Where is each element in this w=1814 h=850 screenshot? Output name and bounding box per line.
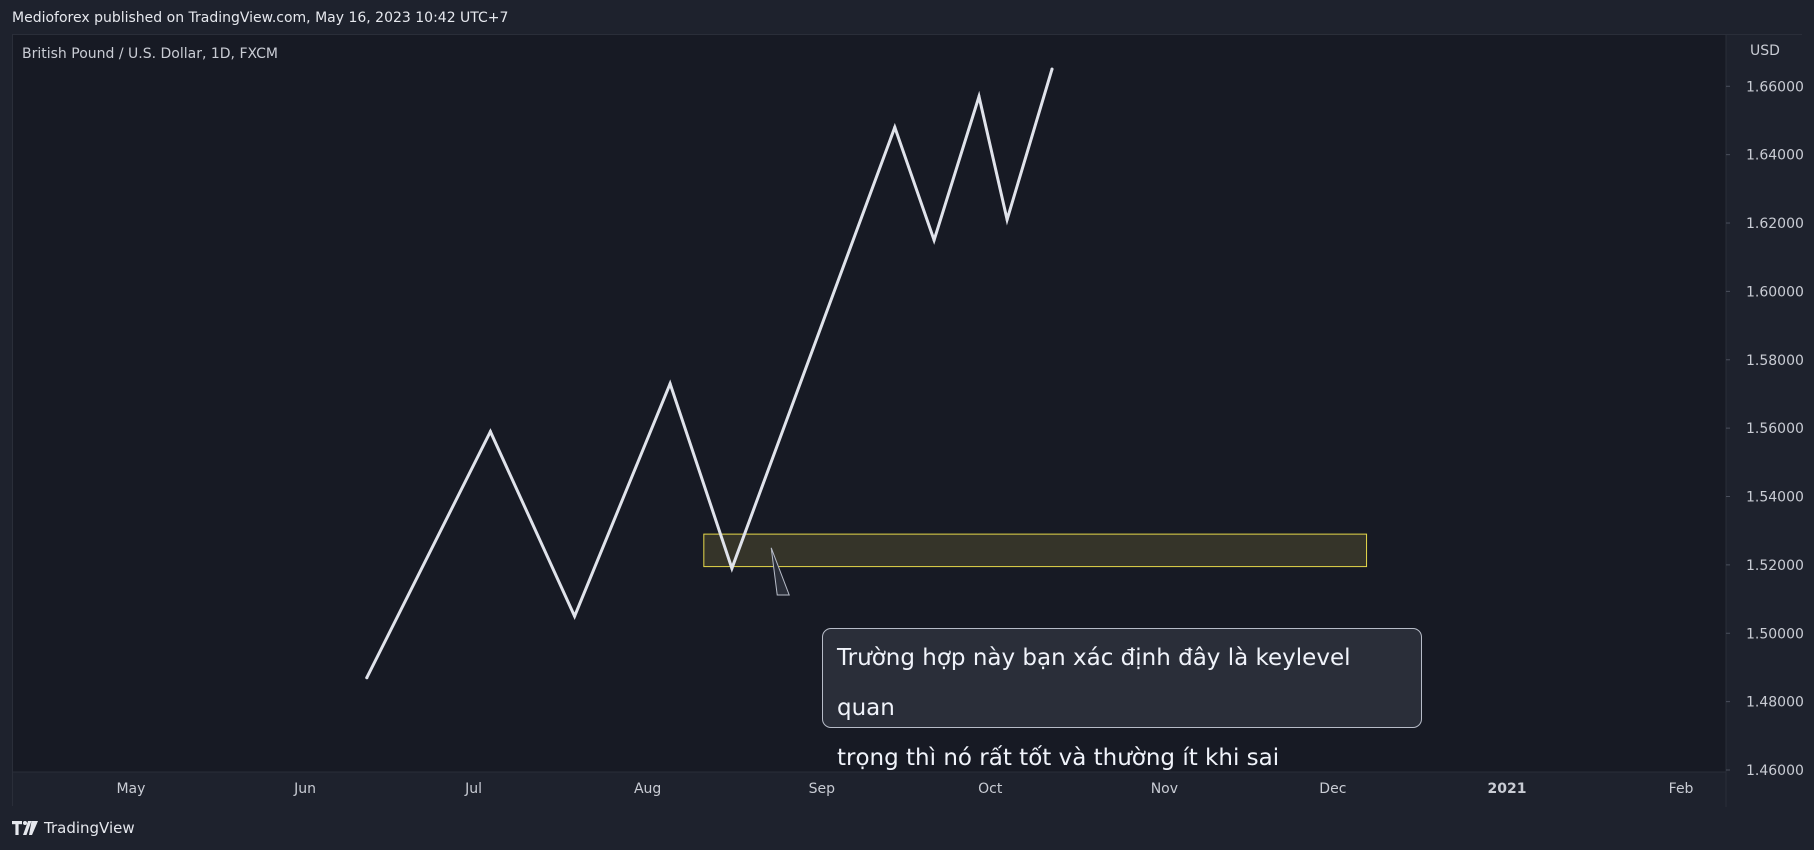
annotation-callout[interactable]: Trường hợp này bạn xác định đây là keyle… bbox=[822, 628, 1422, 771]
x-tick-label-4: Sep bbox=[809, 781, 836, 797]
y-tick-label-1: 1.64000 bbox=[1746, 148, 1803, 164]
series-point-0 bbox=[365, 676, 369, 680]
series-point-5 bbox=[893, 125, 897, 129]
price-scale[interactable] bbox=[1726, 35, 1803, 807]
y-tick-label-4: 1.58000 bbox=[1746, 353, 1803, 369]
series-point-3 bbox=[668, 382, 672, 386]
series-point-4 bbox=[730, 566, 734, 570]
time-scale[interactable] bbox=[13, 772, 1726, 807]
x-tick-label-7: Dec bbox=[1319, 781, 1346, 797]
x-tick-label-5: Oct bbox=[978, 781, 1003, 797]
y-tick-label-6: 1.54000 bbox=[1746, 490, 1803, 506]
series-point-9 bbox=[1050, 67, 1054, 71]
x-tick-label-6: Nov bbox=[1151, 781, 1178, 797]
annotation-line-1: Trường hợp này bạn xác định đây là keyle… bbox=[837, 645, 1351, 721]
footer-brand-text: TradingView bbox=[44, 819, 135, 837]
y-tick-label-9: 1.48000 bbox=[1746, 695, 1803, 711]
x-tick-label-9: Feb bbox=[1669, 781, 1694, 797]
tradingview-logo-icon bbox=[12, 821, 38, 835]
y-tick-label-10: 1.46000 bbox=[1746, 763, 1803, 779]
x-tick-label-8: 2021 bbox=[1487, 781, 1526, 797]
key-level-zone[interactable] bbox=[703, 533, 1368, 568]
chart-frame: 1.66000 1.64000 1.62000 1.60000 1.58000 1.560… bbox=[12, 34, 1803, 807]
y-tick-label-8: 1.50000 bbox=[1746, 626, 1803, 642]
x-tick-label-0: May bbox=[116, 781, 145, 797]
series-point-1 bbox=[488, 430, 492, 434]
series-point-8 bbox=[1005, 218, 1009, 222]
series-point-2 bbox=[573, 614, 577, 618]
publisher-header: Medioforex published on TradingView.com,… bbox=[12, 10, 509, 26]
x-tick-label-1: Jun bbox=[293, 781, 316, 797]
symbol-label: British Pound / U.S. Dollar, 1D, FXCM bbox=[22, 46, 278, 62]
footer-brand[interactable]: TradingView bbox=[12, 818, 135, 838]
annotation-line-2: trọng thì nó rất tốt và thường ít khi sa… bbox=[837, 745, 1280, 771]
y-tick-label-0: 1.66000 bbox=[1746, 79, 1803, 95]
currency-label: USD bbox=[1750, 43, 1780, 59]
series-point-7 bbox=[977, 95, 981, 99]
annotation-pointer bbox=[770, 547, 790, 596]
y-tick-label-7: 1.52000 bbox=[1746, 558, 1803, 574]
series-point-6 bbox=[932, 238, 936, 242]
x-tick-label-2: Jul bbox=[464, 781, 482, 797]
y-tick-label-3: 1.60000 bbox=[1746, 284, 1803, 300]
y-tick-label-5: 1.56000 bbox=[1746, 421, 1803, 437]
y-tick-label-2: 1.62000 bbox=[1746, 216, 1803, 232]
x-tick-label-3: Aug bbox=[634, 781, 661, 797]
price-series-line[interactable] bbox=[365, 67, 1054, 680]
